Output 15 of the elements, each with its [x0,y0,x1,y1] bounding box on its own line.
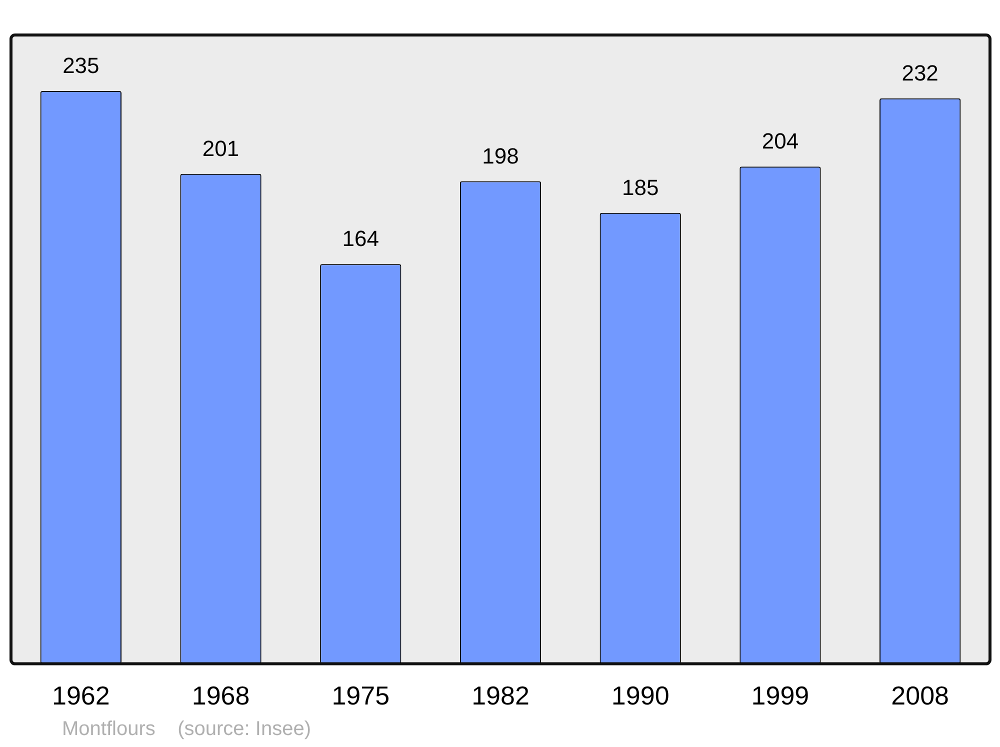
data-label: 232 [902,60,938,86]
x-tick-label: 1968 [192,680,250,711]
x-tick-label: 1962 [52,680,110,711]
text: Montflours (source: Insee) [62,718,311,741]
x-tick-label: 1990 [611,680,670,711]
data-label: 198 [482,143,519,168]
data-label: 185 [622,174,659,200]
x-tick-label: 1982 [472,680,530,711]
x-tick-label: 1999 [751,680,810,711]
x-tick-label: 2008 [891,680,949,711]
data-label: 164 [342,226,379,252]
data-label: 235 [62,53,100,78]
x-tick-label: 1975 [332,680,390,711]
data-label: 204 [762,128,799,154]
data-label: 201 [202,136,240,161]
